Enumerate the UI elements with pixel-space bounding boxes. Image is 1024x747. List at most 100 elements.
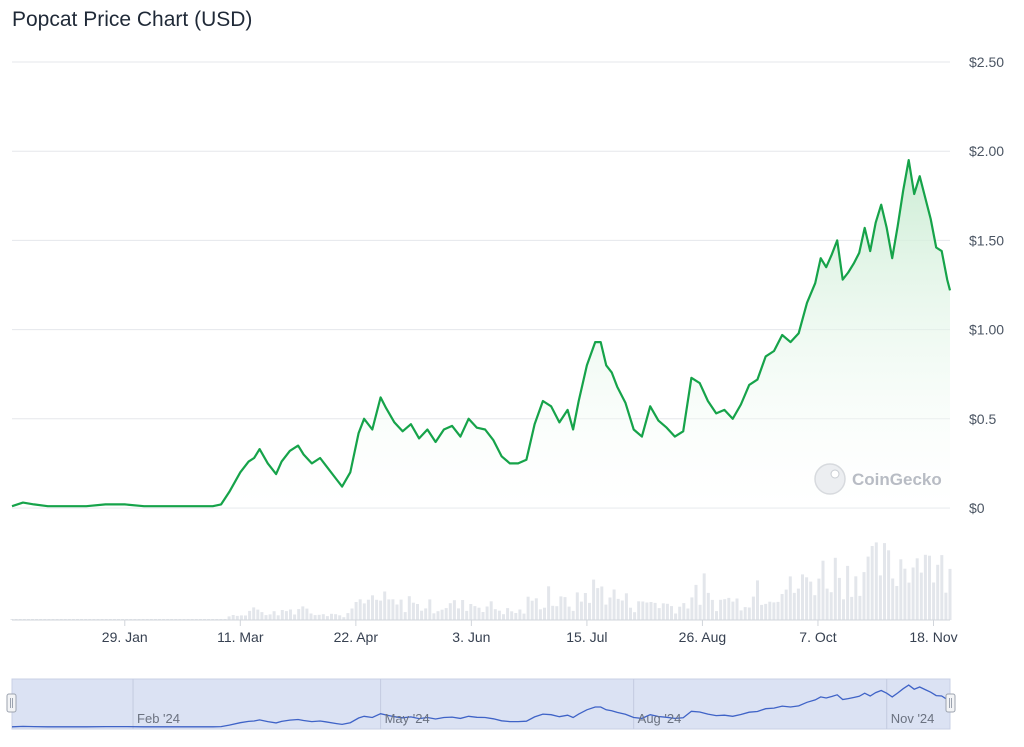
volume-bar bbox=[862, 572, 866, 620]
volume-bar bbox=[801, 574, 804, 620]
volume-bar bbox=[530, 600, 534, 620]
volume-bar bbox=[911, 567, 915, 620]
volume-bar bbox=[715, 611, 718, 620]
navigator-right-handle[interactable] bbox=[945, 693, 956, 713]
volume-bar bbox=[604, 604, 608, 620]
volume-bar bbox=[620, 600, 624, 620]
volume-bar bbox=[506, 608, 510, 620]
volume-bars bbox=[10, 542, 952, 620]
volume-bar bbox=[297, 609, 301, 620]
volume-bar bbox=[837, 577, 841, 620]
volume-bar bbox=[579, 601, 583, 620]
volume-bar bbox=[346, 613, 350, 620]
volume-bar bbox=[702, 573, 706, 620]
volume-bar bbox=[280, 610, 284, 620]
volume-bar bbox=[342, 617, 346, 620]
volume-bar bbox=[354, 602, 358, 620]
x-tick-label: 15. Jul bbox=[566, 629, 607, 645]
volume-bar bbox=[309, 613, 313, 620]
volume-bar bbox=[686, 608, 690, 620]
volume-bar bbox=[698, 604, 702, 620]
volume-bar bbox=[485, 606, 489, 620]
volume-bar bbox=[403, 612, 407, 620]
volume-bar bbox=[358, 599, 362, 620]
volume-bar bbox=[489, 601, 493, 620]
navigator-grid bbox=[132, 679, 888, 729]
volume-bar bbox=[239, 615, 243, 620]
volume-bar bbox=[809, 581, 813, 620]
volume-bar bbox=[735, 598, 739, 620]
volume-bar bbox=[510, 611, 514, 620]
volume-bar bbox=[932, 582, 936, 620]
volume-bar bbox=[874, 542, 878, 620]
volume-bar bbox=[891, 578, 895, 620]
volume-bar bbox=[325, 616, 329, 620]
y-tick-label: $2.50 bbox=[969, 54, 1004, 70]
volume-bar bbox=[784, 589, 788, 620]
volume-bar bbox=[399, 599, 403, 620]
volume-bar bbox=[305, 608, 309, 620]
volume-bar bbox=[387, 599, 391, 620]
volume-bar bbox=[321, 614, 325, 620]
volume-bar bbox=[776, 601, 780, 620]
volume-bar bbox=[637, 601, 641, 620]
y-tick-label: $2.00 bbox=[969, 143, 1004, 159]
volume-bar bbox=[706, 592, 710, 620]
volume-bar bbox=[727, 597, 731, 620]
volume-bar bbox=[887, 550, 891, 620]
volume-bar bbox=[334, 614, 338, 620]
volume-bar bbox=[923, 554, 927, 620]
volume-bar bbox=[878, 575, 882, 620]
volume-bar bbox=[538, 609, 542, 620]
volume-bar bbox=[526, 596, 530, 620]
volume-bar bbox=[284, 611, 288, 620]
volume-bar bbox=[465, 610, 469, 620]
volume-bar bbox=[866, 556, 870, 620]
volume-bar bbox=[821, 560, 825, 620]
volume-bar bbox=[665, 603, 669, 620]
volume-bar bbox=[747, 607, 751, 620]
volume-bar bbox=[592, 579, 596, 620]
price-area bbox=[12, 160, 950, 508]
volume-bar bbox=[653, 602, 657, 620]
volume-bar bbox=[444, 608, 448, 620]
volume-bar bbox=[690, 597, 694, 620]
volume-bar bbox=[567, 606, 571, 620]
volume-bar bbox=[731, 601, 735, 620]
x-axis-ticks: 29. Jan 11. Mar 22. Apr 3. Jun 15. Jul 26. Au… bbox=[102, 620, 958, 645]
volume-bar bbox=[612, 589, 616, 620]
x-tick-label: 11. Mar bbox=[217, 629, 264, 645]
navigator-left-handle[interactable] bbox=[6, 693, 17, 713]
volume-bar bbox=[514, 613, 518, 620]
volume-bar bbox=[248, 610, 252, 620]
volume-bar bbox=[764, 603, 768, 620]
volume-bar bbox=[600, 586, 604, 620]
volume-bar bbox=[616, 598, 620, 620]
volume-bar bbox=[796, 588, 800, 620]
volume-bar bbox=[563, 597, 567, 620]
volume-bar bbox=[473, 606, 477, 620]
volume-bar bbox=[432, 613, 436, 620]
volume-bar bbox=[756, 580, 759, 620]
volume-bar bbox=[682, 603, 686, 620]
watermark-text: CoinGecko bbox=[852, 470, 942, 489]
volume-bar bbox=[461, 600, 465, 620]
coingecko-watermark: CoinGecko bbox=[814, 463, 942, 495]
price-line[interactable] bbox=[11, 159, 952, 508]
volume-bar bbox=[559, 596, 563, 620]
volume-bar bbox=[375, 599, 379, 620]
x-tick-label: 7. Oct bbox=[799, 629, 836, 645]
volume-bar bbox=[371, 595, 374, 620]
volume-bar bbox=[915, 558, 919, 620]
volume-bar bbox=[575, 592, 579, 620]
volume-bar bbox=[379, 600, 383, 620]
volume-bar bbox=[657, 608, 661, 620]
volume-bar bbox=[846, 565, 850, 620]
volume-bar bbox=[260, 612, 264, 620]
volume-bar bbox=[919, 572, 923, 620]
volume-bar bbox=[751, 596, 755, 620]
volume-bar bbox=[940, 555, 944, 620]
volume-bar bbox=[694, 584, 698, 620]
volume-bar bbox=[350, 608, 354, 620]
